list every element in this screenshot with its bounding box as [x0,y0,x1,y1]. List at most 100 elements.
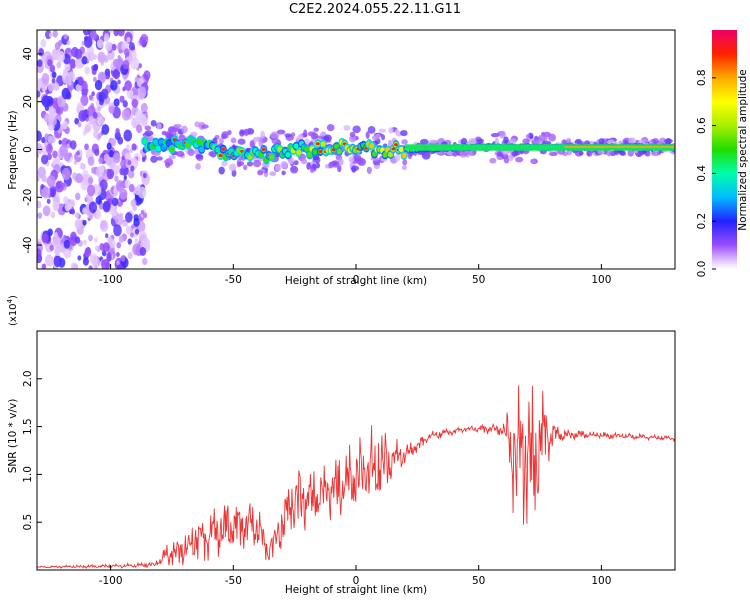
noise-blob [111,197,119,207]
ridge-core [369,143,375,149]
ridge-halo [144,130,154,137]
ridge-halo [468,150,477,157]
ridge-halo [428,139,438,144]
ridge-halo [165,161,171,169]
spectrogram-x-axis-label: Height of straight line (km) [285,275,427,287]
noise-blob [92,111,98,119]
ridge-halo [587,149,593,157]
ridge-core [185,142,191,148]
snr-line [37,385,675,569]
noise-blob [87,51,95,62]
noise-blob [113,224,122,237]
noise-blob [94,237,98,243]
snr-y-multiplier: (x104) [6,295,19,326]
ridge-halo [395,153,401,162]
noise-blob [122,100,128,108]
ridge-halo [270,131,280,140]
noise-blob [69,140,77,150]
noise-blob [81,56,88,65]
ridge-peak [315,142,320,146]
ridge-peak [221,147,226,151]
ridge-halo [219,137,224,145]
noise-blob [37,130,42,142]
ridge-halo [371,134,380,141]
noise-blob [52,30,58,38]
noise-blob [62,196,69,204]
noise-blob [56,61,62,69]
noise-blob [81,164,86,170]
noise-blob [83,36,93,48]
ridge-halo [628,137,637,145]
noise-blob [76,150,80,156]
noise-blob [106,142,112,150]
noise-blob [84,124,91,134]
ridge-halo [326,123,335,132]
ridge-halo [515,156,524,163]
noise-blob [108,241,113,247]
noise-blob [49,185,57,196]
ridge-halo [548,133,556,142]
noise-blob [114,175,119,182]
ridge-band-core [564,146,675,148]
ridge-halo [349,131,356,138]
noise-blob [44,133,49,140]
snr-series [37,385,675,569]
noise-blob [116,260,120,266]
noise-blob [125,212,133,223]
noise-blob [94,148,100,157]
ridge-halo [238,129,245,137]
noise-blob [130,232,134,238]
noise-blob [136,124,143,133]
noise-blob [74,236,81,244]
ridge-halo [147,136,155,142]
ridge-core [153,139,159,145]
noise-blob [124,152,132,162]
ridge-halo [496,151,503,157]
noise-blob [127,238,133,245]
noise-blob [51,78,56,84]
y-tick-label: 1.0 [22,466,34,483]
ridge-halo [460,137,468,146]
noise-blob [41,72,50,84]
snr-y-axis-label: SNR (10 * v/v) [7,399,19,474]
noise-blob [49,64,56,73]
noise-blob [103,242,110,252]
x-tick-label: -50 [225,575,242,587]
ridge-halo [163,159,172,164]
spectrogram-panel: -100 -50 0 50 100 -40 -20 0 20 40 Height of strai… [7,29,676,287]
noise-blob [105,156,113,166]
noise-blob [112,68,121,80]
y-tick-label: 40 [22,47,34,60]
ridge-core [320,141,326,147]
noise-blob [130,165,135,172]
ridge-halo [537,134,546,141]
noise-blob [122,59,130,70]
noise-blob [84,143,89,151]
noise-blob [56,51,65,63]
ridge-halo [548,151,558,156]
ridge-halo [306,162,311,170]
noise-blob [97,133,102,140]
ridge-halo [307,131,317,137]
noise-blob [37,90,41,98]
ridge-halo [303,129,308,138]
noise-blob [99,98,104,106]
ridge-halo [531,158,536,164]
noise-blob [102,201,111,213]
noise-blob [121,255,126,262]
ridge-halo [401,139,408,145]
colorbar-tick-label: 0.0 [696,261,708,278]
noise-blob [69,58,77,69]
ridge-core [296,149,302,156]
ridge-halo [257,170,264,176]
ridge-band [405,144,675,151]
y-tick-label: 1.5 [22,418,34,435]
noise-blob [75,173,83,184]
ridge-halo [218,166,225,175]
noise-blob [41,95,51,108]
colorbar-ticks: 0.0 0.2 0.4 0.6 0.8 [696,69,716,277]
noise-blob [74,117,80,125]
noise-blob [94,245,99,251]
noise-blob [97,106,101,112]
